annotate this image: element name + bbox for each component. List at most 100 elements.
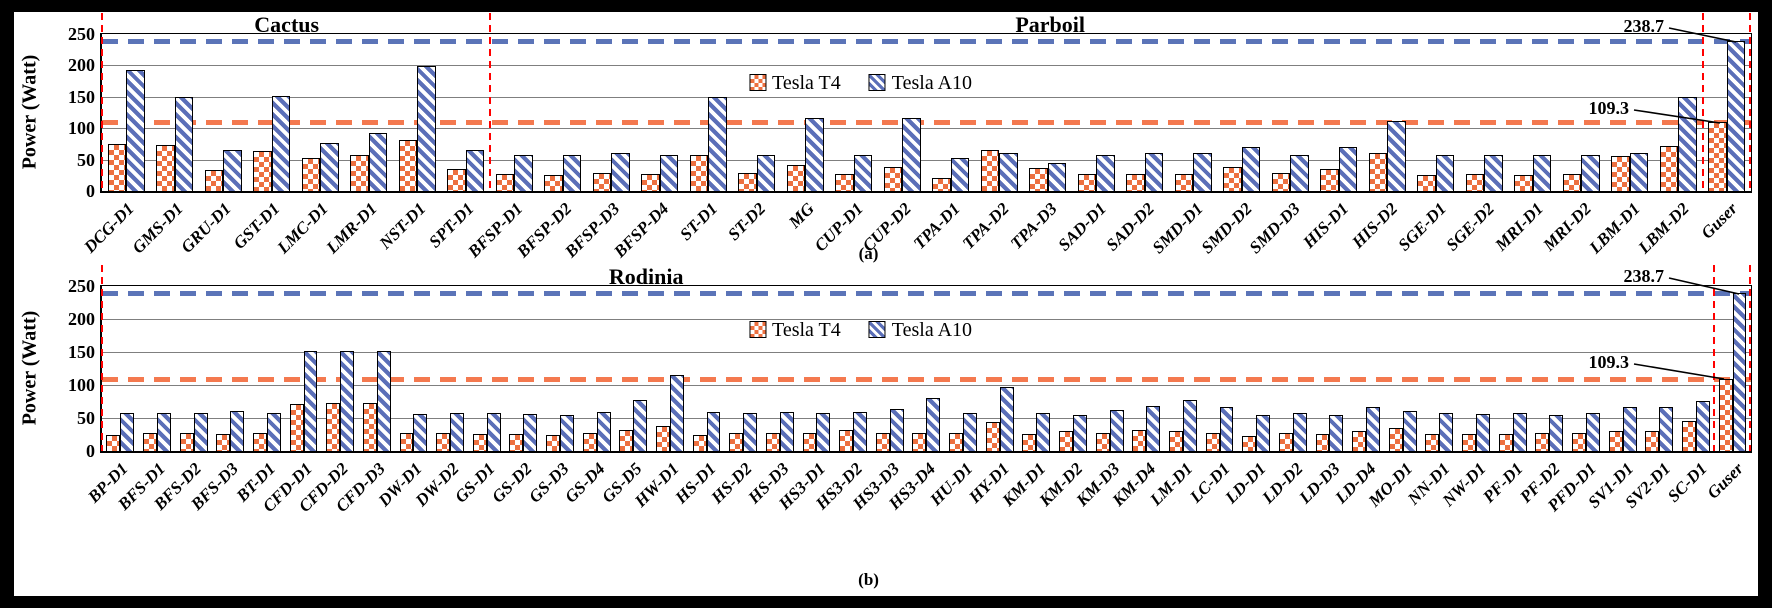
bar-tesla-a10-CUP-D2 xyxy=(902,118,921,191)
suite-divider-line xyxy=(1701,13,1704,191)
bar-tesla-a10-LBM-D1 xyxy=(1629,153,1649,191)
bar-tesla-t4-DW-D1 xyxy=(399,433,414,451)
bar-group xyxy=(1531,286,1568,451)
bar-tesla-a10-BP-D1 xyxy=(120,413,135,451)
bar-series xyxy=(102,34,1751,191)
bar-tesla-t4-BFS-D3 xyxy=(216,433,231,451)
bar-tesla-a10-SGE-D2 xyxy=(1484,155,1503,191)
y-axis-tick: 150 xyxy=(68,342,95,362)
bar-tesla-a10-NN-D1 xyxy=(1439,413,1454,451)
bar-tesla-a10-TPA-D1 xyxy=(950,157,970,191)
bar-group xyxy=(733,34,782,191)
bar-tesla-t4-CFD-D3 xyxy=(362,402,377,451)
y-axis-tick: 0 xyxy=(86,181,95,201)
bar-tesla-a10-SMD-D1 xyxy=(1193,153,1212,191)
bar-group xyxy=(1421,286,1458,451)
bar-tesla-t4-HS3-D2 xyxy=(839,429,854,451)
bar-tesla-a10-CFD-D2 xyxy=(340,350,355,451)
bar-tesla-t4-BFSP-D4 xyxy=(641,174,660,191)
bar-group xyxy=(345,34,394,191)
annotation-value: 109.3 xyxy=(1588,352,1630,372)
bar-tesla-t4-KM-D4 xyxy=(1132,429,1147,451)
bar-tesla-t4-HIS-D2 xyxy=(1368,153,1388,191)
bar-tesla-t4-GS-D4 xyxy=(582,433,597,451)
x-axis-labels-a: DCG-D1 GMS-D1 GRU-D1 GST-D1 LMC-D1 LMR-D1 NST-… xyxy=(80,194,1752,261)
bar-tesla-t4-BFSP-D1 xyxy=(495,174,515,191)
panel-label-a: (a) xyxy=(858,244,879,263)
x-axis-label: SAD-D1 xyxy=(1053,199,1110,255)
bar-tesla-t4-TPA-D3 xyxy=(1029,168,1048,191)
bar-group xyxy=(1494,286,1531,451)
bar-tesla-t4-ST-D2 xyxy=(738,172,757,191)
bar-tesla-a10-HS3-D2 xyxy=(853,412,868,451)
bar-group xyxy=(1458,286,1495,451)
bar-group xyxy=(102,34,151,191)
x-axis-label: NST-D1 xyxy=(375,199,430,253)
x-axis-label: LBM-D1 xyxy=(1585,199,1644,258)
x-axis-label: LMR-D1 xyxy=(322,199,381,258)
bar-tesla-a10-MRI-D2 xyxy=(1581,154,1600,191)
x-axis-label: PF-D1 xyxy=(1479,459,1527,507)
bar-tesla-t4-BFSP-D3 xyxy=(592,173,612,191)
bar-group xyxy=(151,34,200,191)
suite-title: Parboil xyxy=(1015,12,1086,37)
annotation-value: 238.7 xyxy=(1623,266,1665,286)
bar-group xyxy=(927,34,976,191)
y-axis-tick: 0 xyxy=(86,441,95,461)
bar-tesla-a10-KM-D2 xyxy=(1072,414,1087,451)
x-axis-label: SMD-D2 xyxy=(1197,199,1256,258)
bar-tesla-a10-HY-D1 xyxy=(999,386,1014,451)
bar-tesla-t4-MRI-D2 xyxy=(1562,174,1582,191)
bar-group xyxy=(908,286,945,451)
bar-tesla-t4-SC-D1 xyxy=(1681,420,1696,451)
bar-group xyxy=(358,286,395,451)
bar-group xyxy=(762,286,799,451)
bar-tesla-a10-SAD-D1 xyxy=(1096,155,1115,191)
y-axis-tick: 100 xyxy=(68,375,95,395)
suite-divider-line xyxy=(489,13,491,191)
bar-group xyxy=(981,286,1018,451)
bar-tesla-t4-SV2-D1 xyxy=(1645,431,1660,451)
bar-tesla-t4-NST-D1 xyxy=(398,140,418,191)
bar-tesla-a10-HS-D2 xyxy=(743,413,758,451)
bar-group xyxy=(1072,34,1121,191)
x-axis-label: GS-D2 xyxy=(488,459,536,507)
bar-group xyxy=(1024,34,1073,191)
bar-tesla-a10-HIS-D2 xyxy=(1387,120,1406,191)
y-axis-title: Power (Watt) xyxy=(18,54,41,170)
bar-group xyxy=(1169,34,1218,191)
bar-tesla-t4-GMS-D1 xyxy=(156,144,175,191)
bar-group xyxy=(1201,286,1238,451)
bar-tesla-a10-KM-D4 xyxy=(1146,406,1161,451)
legend: Tesla T4 Tesla A10 xyxy=(749,319,972,342)
bar-tesla-a10-SV1-D1 xyxy=(1622,407,1637,451)
legend-label: Tesla T4 xyxy=(772,319,841,341)
bar-tesla-a10-GS-D4 xyxy=(596,412,611,451)
annotation-value: 109.3 xyxy=(1588,98,1630,118)
bar-tesla-t4-LD-D2 xyxy=(1278,433,1293,451)
figure-panel: Power (Watt) 0 50 100 150 200 250 Tesla T4 Tesl… xyxy=(14,12,1758,596)
bar-tesla-t4-GS-D3 xyxy=(546,435,560,451)
bar-group xyxy=(322,286,359,451)
x-axis-label: ST-D1 xyxy=(675,199,721,245)
x-axis-label: LMC-D1 xyxy=(273,199,333,258)
x-axis-label: SMD-D3 xyxy=(1245,199,1304,258)
bar-tesla-t4-LBM-D2 xyxy=(1659,146,1679,191)
bar-group xyxy=(505,286,542,451)
bar-tesla-a10-Guser xyxy=(1726,41,1746,191)
bar-tesla-t4-TPA-D1 xyxy=(932,177,951,191)
bar-tesla-t4-HS-D1 xyxy=(692,435,707,451)
bar-group xyxy=(139,286,176,451)
x-axis-label: GS-D1 xyxy=(451,459,499,507)
gridline xyxy=(102,385,1751,386)
annotation-value: 238.7 xyxy=(1623,16,1665,36)
x-axis-label: SGE-D1 xyxy=(1394,199,1450,255)
bar-tesla-t4-MO-D1 xyxy=(1388,427,1403,451)
bar-tesla-a10-HS3-D3 xyxy=(889,408,904,451)
bar-group xyxy=(542,286,579,451)
bar-tesla-a10-TPA-D2 xyxy=(999,153,1018,191)
bar-group xyxy=(1509,34,1558,191)
bar-tesla-a10-LC-D1 xyxy=(1219,406,1234,451)
threshold-line xyxy=(102,291,1751,297)
bar-tesla-t4-LBM-D1 xyxy=(1611,156,1630,191)
